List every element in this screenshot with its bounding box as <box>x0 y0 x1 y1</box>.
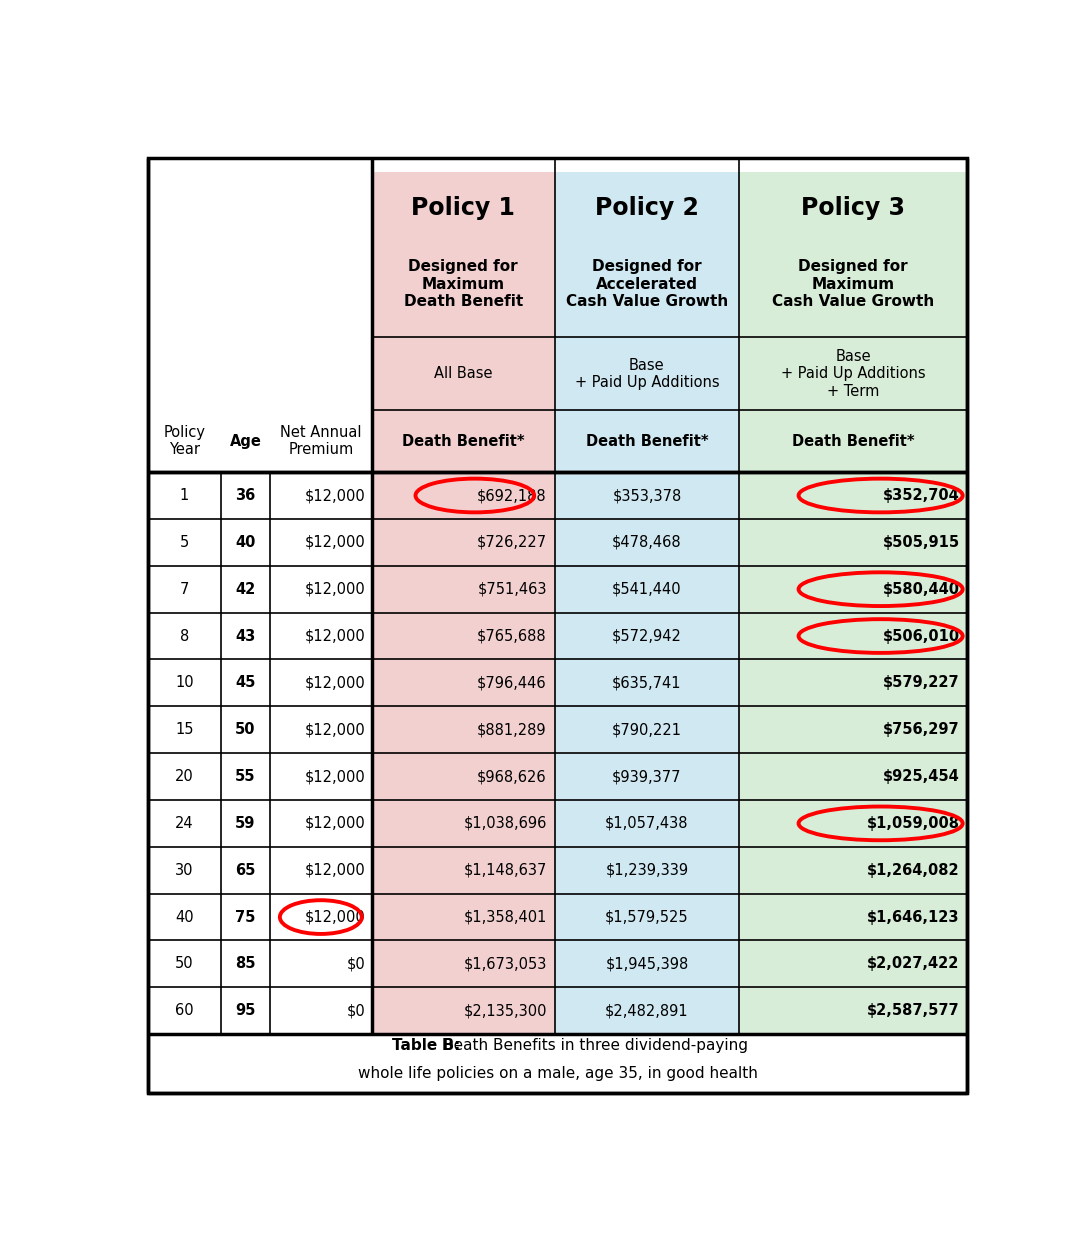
Text: $1,059,008: $1,059,008 <box>866 817 960 831</box>
Text: Age: Age <box>230 434 261 449</box>
Text: 42: 42 <box>235 581 256 597</box>
Text: Death Benefits in three dividend-paying: Death Benefits in three dividend-paying <box>436 1038 747 1053</box>
Text: 45: 45 <box>235 675 256 690</box>
Text: $352,704: $352,704 <box>882 488 960 503</box>
Text: $925,454: $925,454 <box>882 769 960 784</box>
Text: 59: 59 <box>235 817 256 831</box>
Text: $505,915: $505,915 <box>882 535 960 550</box>
Text: 55: 55 <box>235 769 256 784</box>
Text: Death Benefit*: Death Benefit* <box>401 434 524 449</box>
Text: 5: 5 <box>180 535 189 550</box>
Text: 60: 60 <box>175 1004 194 1018</box>
Text: 40: 40 <box>175 909 194 924</box>
Text: $1,057,438: $1,057,438 <box>605 817 689 831</box>
Text: 30: 30 <box>175 862 194 877</box>
Text: $12,000: $12,000 <box>305 628 366 643</box>
Text: $939,377: $939,377 <box>613 769 682 784</box>
Text: $1,945,398: $1,945,398 <box>605 957 689 971</box>
Text: All Base: All Base <box>434 367 493 382</box>
Text: $12,000: $12,000 <box>305 769 366 784</box>
Text: $12,000: $12,000 <box>305 535 366 550</box>
Text: 43: 43 <box>235 628 256 643</box>
Text: $796,446: $796,446 <box>478 675 547 690</box>
Text: $1,579,525: $1,579,525 <box>605 909 689 924</box>
Text: 24: 24 <box>175 817 194 831</box>
Bar <box>555 172 740 1084</box>
Text: $1,646,123: $1,646,123 <box>867 909 960 924</box>
Text: $12,000: $12,000 <box>305 488 366 503</box>
Text: Death Benefit*: Death Benefit* <box>792 434 915 449</box>
Text: $12,000: $12,000 <box>305 581 366 597</box>
Text: Policy 2: Policy 2 <box>595 196 698 221</box>
Text: Policy 3: Policy 3 <box>801 196 905 221</box>
Text: $1,038,696: $1,038,696 <box>463 817 547 831</box>
Text: $881,289: $881,289 <box>478 722 547 737</box>
Text: $751,463: $751,463 <box>478 581 547 597</box>
Text: $726,227: $726,227 <box>477 535 547 550</box>
Text: 20: 20 <box>175 769 194 784</box>
Text: Policy
Year: Policy Year <box>163 425 206 457</box>
Text: Policy 1: Policy 1 <box>411 196 516 221</box>
Text: 8: 8 <box>180 628 189 643</box>
Text: $572,942: $572,942 <box>611 628 682 643</box>
Text: Base
+ Paid Up Additions: Base + Paid Up Additions <box>574 358 719 390</box>
Text: $579,227: $579,227 <box>883 675 960 690</box>
Text: $790,221: $790,221 <box>611 722 682 737</box>
Text: $0: $0 <box>347 957 366 971</box>
Text: $12,000: $12,000 <box>305 862 366 877</box>
Text: 40: 40 <box>235 535 256 550</box>
Text: $1,358,401: $1,358,401 <box>463 909 547 924</box>
Text: Designed for
Maximum
Death Benefit: Designed for Maximum Death Benefit <box>404 259 523 310</box>
Text: Base
+ Paid Up Additions
+ Term: Base + Paid Up Additions + Term <box>781 349 926 399</box>
Text: Death Benefit*: Death Benefit* <box>585 434 708 449</box>
Text: $541,440: $541,440 <box>613 581 682 597</box>
Text: $765,688: $765,688 <box>478 628 547 643</box>
Bar <box>148 1035 967 1084</box>
Bar <box>740 172 967 1084</box>
Text: 15: 15 <box>175 722 194 737</box>
Bar <box>372 172 555 1084</box>
Text: Table B:: Table B: <box>392 1038 460 1053</box>
Text: $12,000: $12,000 <box>305 817 366 831</box>
Text: 36: 36 <box>235 488 256 503</box>
Text: 7: 7 <box>180 581 189 597</box>
Text: $12,000: $12,000 <box>305 909 366 924</box>
Text: 50: 50 <box>235 722 256 737</box>
Text: 10: 10 <box>175 675 194 690</box>
Text: $1,264,082: $1,264,082 <box>867 862 960 877</box>
Text: $756,297: $756,297 <box>883 722 960 737</box>
Text: 1: 1 <box>180 488 189 503</box>
Text: whole life policies on a male, age 35, in good health: whole life policies on a male, age 35, i… <box>358 1066 757 1080</box>
Text: 75: 75 <box>235 909 256 924</box>
Text: $2,027,422: $2,027,422 <box>867 957 960 971</box>
Text: $1,239,339: $1,239,339 <box>605 862 689 877</box>
Text: 50: 50 <box>175 957 194 971</box>
Text: $2,482,891: $2,482,891 <box>605 1004 689 1018</box>
Text: $0: $0 <box>347 1004 366 1018</box>
Text: $2,135,300: $2,135,300 <box>463 1004 547 1018</box>
Text: $478,468: $478,468 <box>613 535 682 550</box>
Text: $12,000: $12,000 <box>305 722 366 737</box>
Text: $1,673,053: $1,673,053 <box>463 957 547 971</box>
Text: $12,000: $12,000 <box>305 675 366 690</box>
Text: $353,378: $353,378 <box>613 488 681 503</box>
Text: 65: 65 <box>235 862 256 877</box>
Text: $635,741: $635,741 <box>613 675 682 690</box>
Text: Designed for
Accelerated
Cash Value Growth: Designed for Accelerated Cash Value Grow… <box>566 259 728 310</box>
Text: $506,010: $506,010 <box>882 628 960 643</box>
Text: $968,626: $968,626 <box>478 769 547 784</box>
Text: Designed for
Maximum
Cash Value Growth: Designed for Maximum Cash Value Growth <box>772 259 935 310</box>
Text: $580,440: $580,440 <box>882 581 960 597</box>
Text: 95: 95 <box>235 1004 256 1018</box>
Text: $2,587,577: $2,587,577 <box>867 1004 960 1018</box>
Text: Net Annual
Premium: Net Annual Premium <box>280 425 361 457</box>
Text: $692,188: $692,188 <box>478 488 547 503</box>
Text: $1,148,637: $1,148,637 <box>463 862 547 877</box>
Text: 85: 85 <box>235 957 256 971</box>
